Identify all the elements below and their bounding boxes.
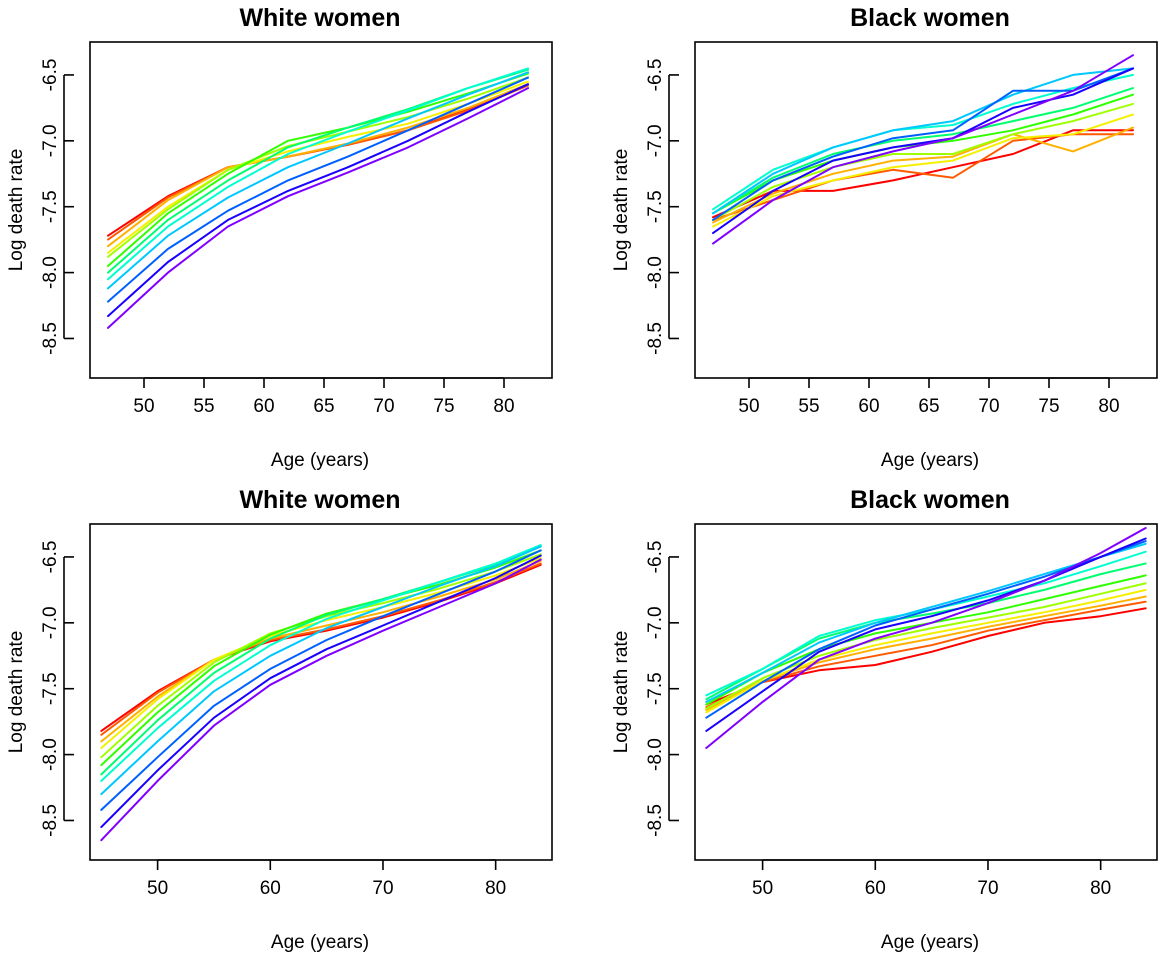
- y-tick-label: -8.5: [40, 804, 61, 837]
- x-tick-label: 50: [147, 878, 168, 899]
- x-tick-label: 70: [372, 878, 393, 899]
- x-tick-label: 65: [313, 396, 334, 417]
- plot-frame: [694, 523, 1158, 861]
- series-line: [712, 54, 1134, 245]
- x-axis-label: Age (years): [271, 450, 369, 471]
- series-line: [705, 537, 1147, 732]
- series-line: [107, 87, 529, 329]
- plot-area: 50 55 60 65 70 75 80 -8.5 -8.0 -7.5 -7.0 -6.5: [40, 41, 553, 417]
- series-line: [705, 588, 1147, 714]
- series-line: [107, 76, 529, 303]
- panel-black-women-bottom: Black women Age (years) Log death rate 5…: [611, 486, 1158, 953]
- chart-title: White women: [239, 486, 400, 514]
- y-tick-label: -6.5: [645, 59, 666, 92]
- series-line: [712, 102, 1134, 221]
- x-tick-label: 70: [977, 878, 998, 899]
- x-tick-label: 80: [493, 396, 514, 417]
- y-tick-label: -7.5: [645, 672, 666, 705]
- x-tick-label: 55: [193, 396, 214, 417]
- x-axis-label: Age (years): [881, 932, 979, 953]
- series-line: [107, 83, 529, 318]
- x-tick-label: 65: [918, 396, 939, 417]
- series-line: [100, 549, 542, 811]
- x-tick-label: 75: [1038, 396, 1059, 417]
- y-tick-label: -7.5: [40, 672, 61, 705]
- plot-frame: [694, 41, 1158, 379]
- series-line: [107, 72, 529, 267]
- series-line: [100, 557, 542, 749]
- series-line: [712, 67, 1134, 221]
- chart-title: Black women: [850, 4, 1010, 32]
- y-tick-label: -8.0: [40, 256, 61, 289]
- x-tick-label: 60: [865, 878, 886, 899]
- x-tick-label: 70: [978, 396, 999, 417]
- x-tick-label: 80: [1098, 396, 1119, 417]
- y-tick-label: -8.0: [645, 256, 666, 289]
- x-axis-label: Age (years): [271, 932, 369, 953]
- x-tick-label: 80: [485, 878, 506, 899]
- x-tick-label: 75: [433, 396, 454, 417]
- y-tick-label: -6.5: [40, 541, 61, 574]
- series-line: [705, 607, 1147, 706]
- series-line: [107, 76, 529, 258]
- x-tick-label: 55: [798, 396, 819, 417]
- panel-black-women-top: Black women Age (years) Log death rate 5…: [611, 4, 1158, 471]
- y-tick-label: -7.0: [645, 124, 666, 157]
- y-tick-label: -8.5: [645, 804, 666, 837]
- y-tick-label: -7.0: [40, 124, 61, 157]
- series-line: [100, 545, 542, 796]
- series-line: [100, 558, 542, 842]
- y-axis-label: Log death rate: [611, 631, 632, 754]
- x-tick-label: 60: [260, 878, 281, 899]
- y-tick-label: -7.5: [40, 190, 61, 223]
- y-tick-label: -6.5: [645, 541, 666, 574]
- y-tick-label: -8.0: [40, 738, 61, 771]
- plot-area: 50 60 70 80 -8.5 -8.0 -7.5 -7.0 -6.5: [40, 523, 553, 899]
- x-axis-label: Age (years): [881, 450, 979, 471]
- y-axis-label: Log death rate: [611, 149, 632, 272]
- y-axis-label: Log death rate: [6, 149, 27, 272]
- series-line: [705, 527, 1147, 749]
- series-line: [100, 553, 542, 759]
- series-line: [107, 67, 529, 281]
- panel-white-women-top: White women Age (years) Log death rate 5…: [6, 4, 553, 471]
- y-tick-label: -7.0: [40, 606, 61, 639]
- series-line: [107, 80, 529, 254]
- y-tick-label: -6.5: [40, 59, 61, 92]
- x-tick-label: 80: [1090, 878, 1111, 899]
- plot-frame: [89, 41, 553, 379]
- x-tick-label: 50: [133, 396, 154, 417]
- x-tick-label: 70: [373, 396, 394, 417]
- x-tick-label: 50: [752, 878, 773, 899]
- series-line: [712, 126, 1134, 224]
- y-tick-label: -7.0: [645, 606, 666, 639]
- plot-area: 50 55 60 65 70 75 80 -8.5 -8.0 -7.5 -7.0 -6.5: [645, 41, 1158, 417]
- x-tick-label: 60: [253, 396, 274, 417]
- series-line: [100, 554, 542, 829]
- series-line: [100, 562, 542, 736]
- series-line: [712, 87, 1134, 215]
- y-tick-label: -8.5: [645, 322, 666, 355]
- y-tick-label: -8.0: [645, 738, 666, 771]
- y-tick-label: -7.5: [645, 190, 666, 223]
- series-line: [712, 67, 1134, 215]
- chart-title: White women: [239, 4, 400, 32]
- x-tick-label: 60: [858, 396, 879, 417]
- series-line: [712, 67, 1134, 235]
- series-line: [705, 540, 1147, 719]
- series-line: [107, 83, 529, 248]
- plot-area: 50 60 70 80 -8.5 -8.0 -7.5 -7.0 -6.5: [645, 523, 1158, 899]
- chart-title: Black women: [850, 486, 1010, 514]
- series-line: [107, 71, 529, 290]
- series-line: [100, 544, 542, 782]
- y-tick-label: -8.5: [40, 322, 61, 355]
- x-tick-label: 50: [738, 396, 759, 417]
- series-line: [705, 600, 1147, 709]
- panel-white-women-bottom: White women Age (years) Log death rate 5…: [6, 486, 553, 953]
- y-axis-label: Log death rate: [6, 631, 27, 754]
